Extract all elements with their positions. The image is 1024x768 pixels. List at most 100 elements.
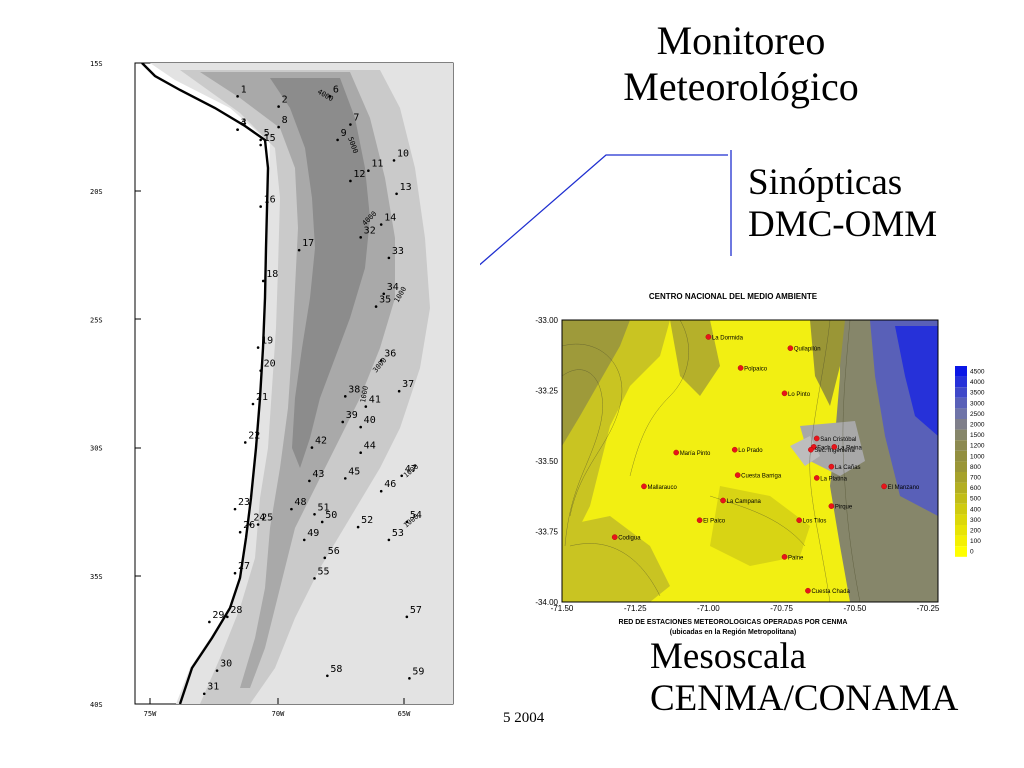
mesomap-station-name: La Cañas [835, 465, 861, 471]
legend-level: 1000 [970, 453, 985, 460]
mesomap-station-dot [831, 444, 838, 450]
longitude-labels: 75W 70W 65W [144, 710, 411, 718]
latitude-label: 20S [90, 188, 103, 196]
station-number: 22 [248, 430, 260, 441]
mesomap-station-dot [696, 517, 703, 524]
station-dot [259, 138, 262, 142]
station-dot [233, 571, 237, 575]
mesoscale-label: Mesoscala CENMA/CONAMA [650, 636, 958, 720]
station-dot [302, 538, 306, 542]
station-dot [290, 507, 293, 511]
station-markers: 1234567891011121314151617181920212223242… [202, 84, 424, 696]
mesomap-station-dot [813, 435, 820, 442]
legend-swatch [955, 493, 967, 504]
mesomap-station-dot [796, 517, 802, 524]
station-number: 59 [412, 666, 424, 677]
coastline [141, 63, 270, 704]
station-number: 19 [261, 336, 273, 347]
station-dot [236, 128, 239, 131]
station-dot [208, 620, 211, 624]
legend-level: 2500 [970, 411, 985, 418]
legend-swatch [955, 472, 967, 483]
station-number: 36 [384, 348, 396, 359]
footer-date: 5 2004 [503, 710, 545, 726]
station-dot [392, 159, 396, 162]
mesomap-lat-label: -34.00 [535, 598, 558, 607]
mesomap-lat-label: -33.50 [535, 457, 558, 466]
station-number: 15 [264, 133, 276, 144]
mesomap-lon-label: -71.50 [551, 604, 574, 613]
station-dot [343, 477, 347, 480]
legend-swatch [955, 503, 967, 515]
station-number: 3 [241, 118, 247, 129]
station-dot [343, 395, 347, 398]
station-number: 24 [253, 513, 265, 524]
legend-swatch [955, 546, 967, 557]
mesomap-station-name: El Manzano [888, 485, 920, 491]
station-dot [313, 512, 316, 516]
station-number: 39 [346, 410, 358, 421]
legend-swatch [955, 387, 967, 398]
station-dot [359, 425, 362, 429]
legend-swatch [955, 482, 967, 494]
legend-level: 3000 [970, 400, 985, 407]
station-number: 27 [238, 561, 250, 572]
station-number: 31 [207, 682, 219, 693]
legend-swatch [955, 440, 967, 451]
legend-level: 400 [970, 506, 981, 513]
station-number: 6 [333, 84, 339, 95]
longitude-label: 75W [144, 710, 157, 718]
meso-line-2: CENMA/CONAMA [650, 678, 959, 719]
legend-swatch [955, 419, 967, 430]
legend-level: 2000 [970, 422, 985, 429]
mesomap-station-dot [813, 475, 820, 481]
legend-level: 200 [970, 528, 981, 535]
station-dot [364, 405, 368, 408]
legend-swatch [955, 525, 967, 536]
mesomap-lon-label: -70.50 [843, 604, 866, 613]
station-number: 48 [294, 497, 306, 508]
station-dot [251, 402, 255, 406]
station-dot [233, 507, 237, 511]
station-dot [226, 615, 229, 619]
elevation-legend: 4500400035003000250020001500120010008007… [955, 366, 985, 557]
latitude-label: 40S [90, 701, 103, 709]
peak-elevation-layer [270, 78, 370, 468]
mesomap-lat-label: -33.75 [535, 528, 558, 537]
legend-level: 600 [970, 485, 981, 492]
station-number: 34 [387, 282, 399, 293]
station-dot [328, 95, 332, 98]
station-dot [367, 169, 370, 172]
station-number: 49 [307, 528, 319, 539]
mesomap-caption-2: (ubicadas en la Región Metropolitana) [670, 629, 796, 636]
mesomap-station-dot [781, 390, 788, 397]
station-number: 45 [348, 466, 360, 477]
station-dot [359, 451, 362, 455]
mesomap-station-name: Sec. Ingeniería [814, 448, 855, 454]
mesomap-station-name: Quilapilún [794, 347, 821, 353]
station-number: 44 [364, 441, 376, 452]
legend-level: 300 [970, 517, 981, 524]
mesomap-caption-1: RED DE ESTACIONES METEOROLOGICAS OPERADA… [619, 619, 848, 626]
legend-swatch [955, 450, 967, 462]
mesomap-terrain [562, 320, 938, 602]
station-number: 57 [410, 605, 422, 616]
station-number: 52 [361, 515, 373, 526]
station-dot [379, 359, 383, 362]
station-dot [379, 223, 383, 226]
mesomap-title: CENTRO NACIONAL DEL MEDIO AMBIENTE [649, 292, 818, 301]
legend-swatch [955, 397, 967, 409]
mesomap-station-dot [828, 463, 835, 470]
station-number: 53 [392, 528, 404, 539]
mesomap-station-name: Codigua [618, 536, 641, 542]
station-dot [259, 369, 262, 372]
station-number: 42 [315, 436, 327, 447]
station-dot [387, 538, 391, 542]
latitude-label: 30S [90, 445, 103, 453]
station-dot [359, 236, 362, 239]
mesomap-station-name: Lo Pinto [788, 392, 811, 398]
mesomap-station-markers: La Dormida Quilapilún Polpaico Lo Pinto San … [611, 334, 920, 595]
mesomap-lat-label: -33.00 [535, 316, 558, 325]
legend-swatch [955, 535, 967, 547]
